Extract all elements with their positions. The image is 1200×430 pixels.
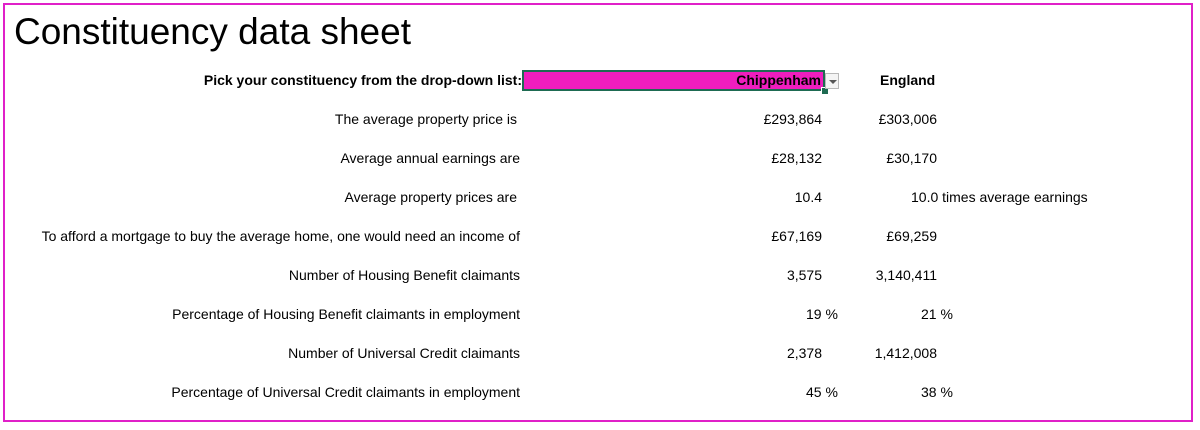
england-value: £69,259 — [886, 228, 937, 244]
picker-prompt: Pick your constituency from the drop-dow… — [203, 72, 522, 88]
row-label: Average annual earnings are — [340, 150, 520, 166]
row-label: To afford a mortgage to buy the average … — [41, 228, 520, 244]
row-label: Number of Housing Benefit claimants — [288, 267, 520, 283]
table-row: Average annual earnings are £28,132 £30,… — [0, 146, 1200, 170]
table-row: Average property prices are 10.4 10.0 ti… — [0, 185, 1200, 209]
england-header: England — [880, 72, 936, 88]
page-title: Constituency data sheet — [14, 11, 411, 52]
picker-row: Pick your constituency from the drop-dow… — [0, 68, 1200, 92]
constituency-value: 19 % — [806, 306, 838, 322]
constituency-value: 2,378 — [786, 345, 822, 361]
england-value: 10.0 times average earnings — [911, 189, 1088, 205]
constituency-value: £67,169 — [771, 228, 822, 244]
england-value: 38 % — [921, 384, 953, 400]
row-label: Percentage of Housing Benefit claimants … — [172, 306, 520, 322]
row-label: Average property prices are — [344, 189, 518, 205]
table-row: Number of Universal Credit claimants 2,3… — [0, 341, 1200, 365]
row-label: The average property price is — [334, 111, 517, 127]
constituency-value: 45 % — [806, 384, 838, 400]
england-value: £303,006 — [878, 111, 937, 127]
constituency-value: 10.4 — [794, 189, 822, 205]
england-value: £30,170 — [886, 150, 937, 166]
dropdown-arrow-button[interactable] — [825, 73, 839, 89]
constituency-value: 3,575 — [786, 267, 822, 283]
chevron-down-icon — [829, 80, 837, 84]
england-value: 21 % — [921, 306, 953, 322]
table-row: The average property price is £293,864 £… — [0, 107, 1200, 131]
table-row: Number of Housing Benefit claimants 3,57… — [0, 263, 1200, 287]
row-label: Percentage of Universal Credit claimants… — [171, 384, 520, 400]
sheet-frame — [3, 3, 1193, 422]
table-row: Percentage of Universal Credit claimants… — [0, 380, 1200, 404]
england-value: 3,140,411 — [875, 267, 937, 283]
table-row: To afford a mortgage to buy the average … — [0, 224, 1200, 248]
constituency-value: £293,864 — [763, 111, 822, 127]
row-label: Number of Universal Credit claimants — [288, 345, 520, 361]
constituency-value: £28,132 — [771, 150, 822, 166]
constituency-select[interactable]: Chippenham — [522, 70, 825, 91]
england-value: 1,412,008 — [874, 345, 937, 361]
table-row: Percentage of Housing Benefit claimants … — [0, 302, 1200, 326]
